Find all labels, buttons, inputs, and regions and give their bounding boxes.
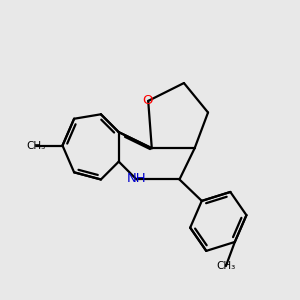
Text: CH₃: CH₃ — [26, 140, 45, 151]
Text: O: O — [142, 94, 153, 107]
Text: NH: NH — [127, 172, 146, 185]
Text: CH₃: CH₃ — [216, 261, 236, 271]
